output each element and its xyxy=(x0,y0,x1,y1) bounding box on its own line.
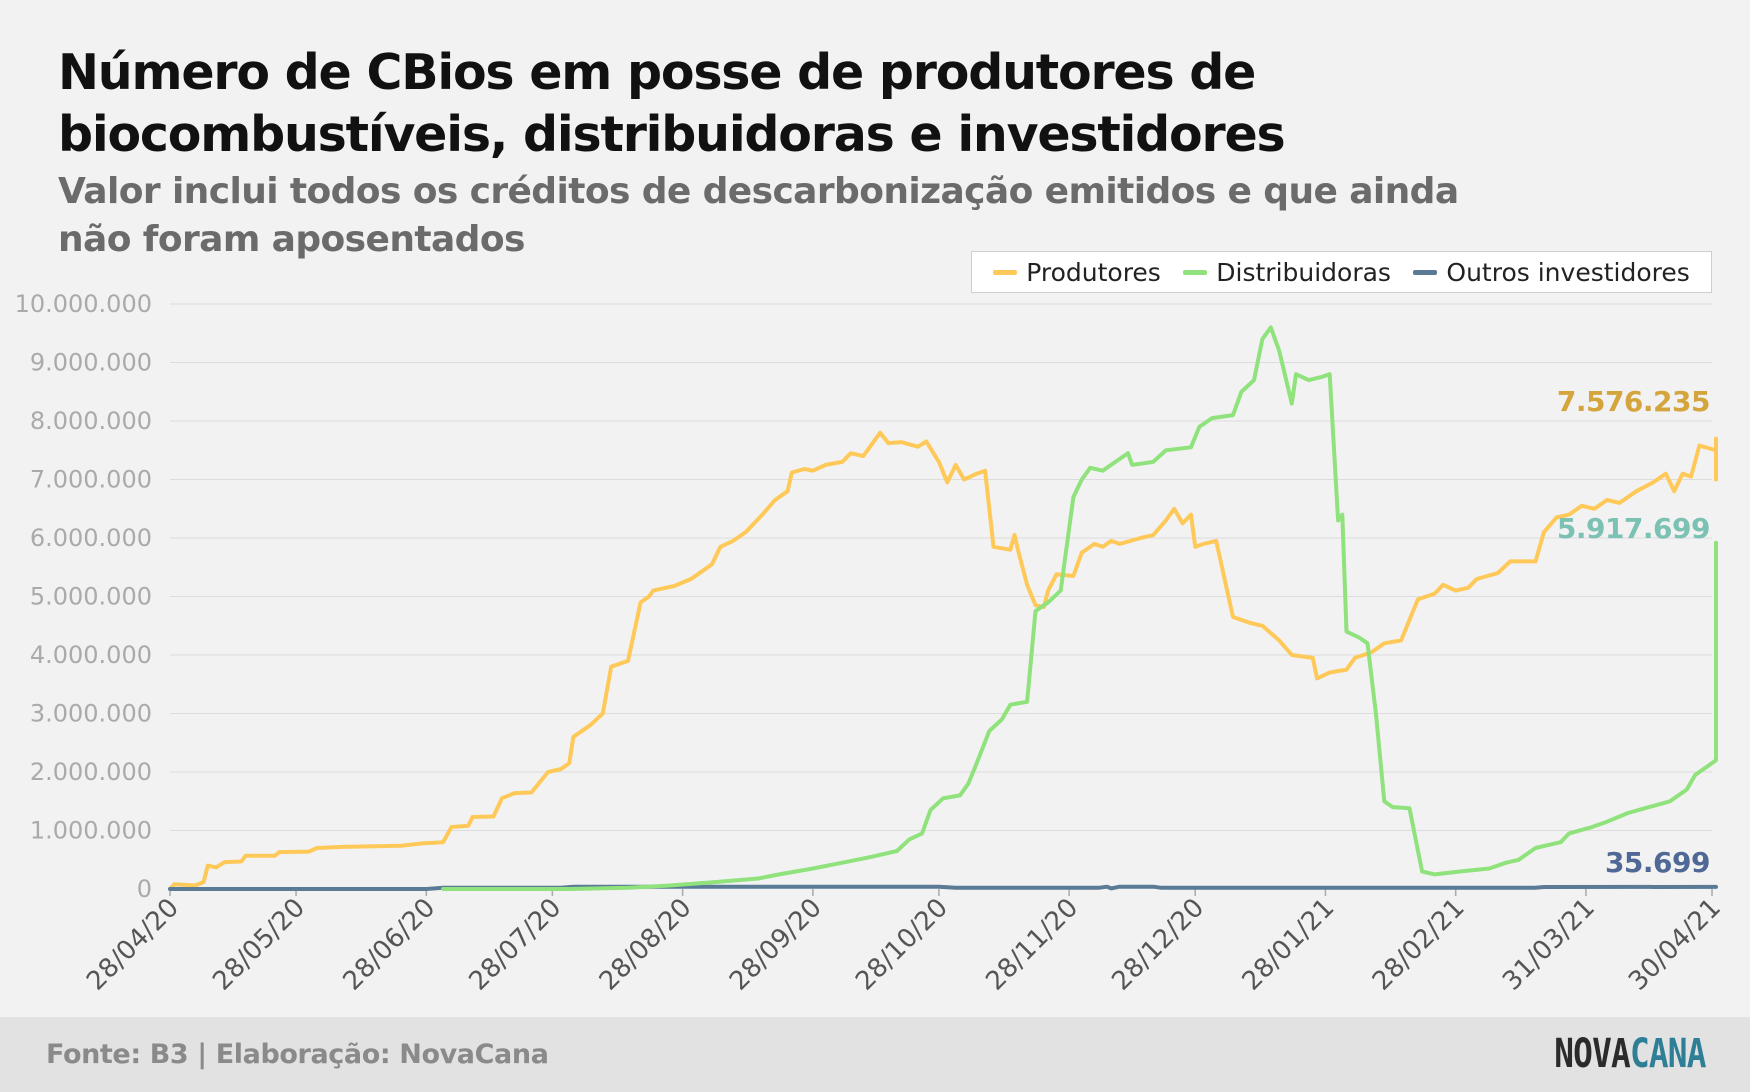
chart-title: Número de CBios em posse de produtores d… xyxy=(58,44,1286,163)
y-tick-label: 5.000.000 xyxy=(30,583,152,611)
end-label-outros: 35.699 xyxy=(1605,846,1710,879)
x-tick-label: 28/02/21 xyxy=(1367,893,1471,997)
y-tick-label: 8.000.000 xyxy=(30,407,152,435)
y-tick-label: 3.000.000 xyxy=(30,700,152,728)
legend-swatch-produtores xyxy=(993,269,1018,275)
chart-subtitle: Valor inclui todos os créditos de descar… xyxy=(58,171,1459,260)
x-axis-ticks: 28/04/20 28/05/20 28/06/20 28/07/20 28/08/20… xyxy=(81,889,1727,997)
y-tick-label: 7.000.000 xyxy=(30,466,152,494)
legend-label-distribuidoras: Distribuidoras xyxy=(1216,257,1391,287)
x-tick-label: 30/04/21 xyxy=(1623,893,1727,997)
x-tick-label: 28/06/20 xyxy=(337,893,441,997)
grid-lines xyxy=(170,303,1712,831)
logo-part-cana: CANA xyxy=(1630,1031,1707,1077)
legend-label-produtores: Produtores xyxy=(1026,257,1161,287)
y-tick-label: 1.000.000 xyxy=(30,817,152,845)
y-tick-label: 2.000.000 xyxy=(30,758,152,786)
x-tick-label: 28/08/20 xyxy=(594,893,698,997)
footer-bar: Fonte: B3 | Elaboração: NovaCana NOVACAN… xyxy=(0,1017,1750,1092)
legend-swatch-outros xyxy=(1413,269,1438,275)
y-tick-label: 9.000.000 xyxy=(30,349,152,377)
y-tick-label: 0 xyxy=(137,875,152,903)
end-label-distribuidoras: 5.917.699 xyxy=(1557,512,1710,545)
x-tick-label: 28/04/20 xyxy=(81,893,185,997)
x-tick-label: 28/07/20 xyxy=(464,893,568,997)
y-tick-label: 6.000.000 xyxy=(30,524,152,552)
legend-label-outros: Outros investidores xyxy=(1446,257,1690,287)
y-axis-ticks: 0 1.000.000 2.000.000 3.000.000 4.000.000 5.0… xyxy=(15,290,152,903)
end-value-labels: 7.576.235 5.917.699 35.699 xyxy=(1557,385,1711,879)
x-tick-label: 28/09/20 xyxy=(724,893,828,997)
legend-item-produtores: Produtores xyxy=(993,258,1161,287)
source-note: Fonte: B3 | Elaboração: NovaCana xyxy=(46,1039,549,1070)
logo-part-nova: NOVA xyxy=(1554,1031,1632,1077)
y-tick-label: 10.000.000 xyxy=(15,290,152,318)
x-tick-label: 31/03/21 xyxy=(1497,893,1601,997)
chart-legend: Produtores Distribuidoras Outros investi… xyxy=(971,251,1712,293)
novacana-logo: NOVACANA xyxy=(1554,1031,1707,1077)
line-chart: 0 1.000.000 2.000.000 3.000.000 4.000.000 5.0… xyxy=(15,290,1727,997)
x-tick-label: 28/05/20 xyxy=(207,893,311,997)
legend-item-distribuidoras: Distribuidoras xyxy=(1183,258,1391,287)
series-line-produtores xyxy=(168,430,1718,891)
end-label-produtores: 7.576.235 xyxy=(1557,385,1710,418)
x-tick-label: 28/01/21 xyxy=(1237,893,1341,997)
legend-item-outros: Outros investidores xyxy=(1413,257,1690,287)
x-tick-label: 28/11/20 xyxy=(980,893,1084,997)
x-tick-label: 28/10/20 xyxy=(850,893,954,997)
y-tick-label: 4.000.000 xyxy=(30,641,152,669)
series-line-outros xyxy=(168,884,1718,891)
series-lines xyxy=(168,325,1718,891)
x-tick-label: 28/12/20 xyxy=(1106,893,1210,997)
legend-swatch-distribuidoras xyxy=(1183,269,1208,275)
series-line-distribuidoras xyxy=(441,325,1718,891)
